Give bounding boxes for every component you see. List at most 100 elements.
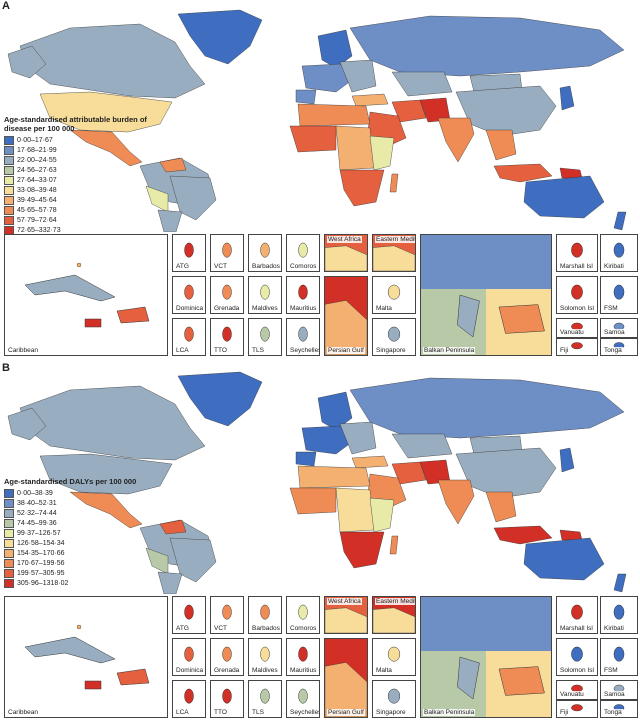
legend-item: 27·64–33·07: [4, 175, 174, 185]
legend-swatch: [4, 135, 14, 145]
inset-label: Marshall Isl: [559, 263, 594, 270]
region-japan: [559, 85, 575, 111]
region-brazil: [169, 537, 217, 583]
inset-label: Fiji: [559, 709, 570, 716]
legend-swatch: [4, 508, 14, 518]
legend-swatch: [4, 185, 14, 195]
inset-fsm: FSM: [600, 276, 638, 314]
region-png: [559, 167, 583, 179]
inset-kiribati: Kiribati: [600, 596, 638, 634]
legend-title: Age-standardised DALYs per 100 000: [4, 477, 137, 486]
region-australia: [523, 537, 605, 581]
region-se-asia: [485, 491, 517, 523]
inset-malta: Malta: [372, 638, 416, 676]
inset-label: Caribbean: [7, 709, 39, 716]
inset-label: Solomon Isl: [559, 305, 595, 312]
legend-label: 74·45–99·36: [17, 519, 57, 527]
legend-item: 0·00–17·67: [4, 135, 174, 145]
inset-persian-gulf: Persian Gulf: [324, 638, 368, 718]
inset-label: FSM: [603, 667, 619, 674]
region-eastern-europe: [339, 421, 377, 455]
inset-label: Tonga: [603, 347, 623, 354]
inset-balkan-peninsula: Balkan Peninsula: [420, 234, 552, 356]
region-madagascar: [389, 535, 399, 555]
legend-item: 24·56–27·63: [4, 165, 174, 175]
legend-label: 33·08–39·48: [17, 186, 57, 194]
legend-swatch: [4, 175, 14, 185]
inset-label: Grenada: [213, 305, 241, 312]
inset-label: Malta: [375, 305, 393, 312]
region-alaska: [7, 45, 47, 79]
inset-label: TLS: [251, 709, 265, 716]
region-greenland: [177, 371, 263, 427]
inset-west-africa: West Africa: [324, 596, 368, 634]
legend-label: 170·67–199·56: [17, 559, 65, 567]
inset-label: Singapore: [375, 347, 407, 354]
legend-swatch: [4, 195, 14, 205]
inset-grenada: Grenada: [210, 638, 244, 676]
inset-label: Balkan Peninsula: [423, 347, 476, 354]
inset-eastern-mediterranean: Eastern Mediterranean: [372, 234, 416, 272]
legend-item: 22·00–24·55: [4, 155, 174, 165]
legend-swatch: [4, 145, 14, 155]
inset-mauritius: Mauritius: [286, 276, 320, 314]
region-brazil: [169, 175, 217, 221]
inset-label: Maldives: [251, 667, 279, 674]
region-western-europe: [301, 425, 353, 455]
legend-swatch: [4, 518, 14, 528]
inset-dominica: Dominica: [172, 638, 206, 676]
inset-eastern-mediterranean: Eastern Mediterranean: [372, 596, 416, 634]
inset-label: Marshall Isl: [559, 625, 594, 632]
region-canada: [19, 385, 206, 461]
inset-maps: Caribbean ATG VCT Barbados Comoros West Afric…: [0, 234, 640, 356]
world-map: [7, 371, 627, 594]
inset-vanuatu: Vanuatu: [556, 680, 598, 700]
inset-comoros: Comoros: [286, 596, 320, 634]
legend-item: 199·57–305·95: [4, 568, 174, 578]
region-new-zealand: [613, 211, 627, 231]
region-west-africa: [289, 487, 337, 515]
inset-west-africa: West Africa: [324, 234, 368, 272]
inset-label: Persian Gulf: [327, 709, 365, 716]
region-se-asia: [485, 129, 517, 161]
legend-label: 154·35–170·66: [17, 549, 65, 557]
legend: Age-standardised DALYs per 100 000 0·00–…: [4, 477, 174, 588]
panel-letter: A: [2, 0, 10, 12]
legend-label: 199·57–305·95: [17, 569, 65, 577]
inset-label: Barbados: [251, 625, 281, 632]
inset-label: Grenada: [213, 667, 241, 674]
inset-singapore: Singapore: [372, 680, 416, 718]
region-iran: [391, 99, 427, 123]
region-png: [559, 529, 583, 541]
inset-label: Balkan Peninsula: [423, 709, 476, 716]
inset-seychelles: Seychelles: [286, 680, 320, 718]
region-kazakhstan: [391, 71, 453, 97]
inset-samoa: Samoa: [600, 318, 638, 338]
inset-maps: Caribbean ATG VCT Barbados Comoros West Afric…: [0, 596, 640, 718]
legend-label: 57·79–72·64: [17, 216, 57, 224]
world-map: [7, 9, 627, 232]
region-indonesia: [493, 163, 553, 183]
region-india: [437, 479, 475, 525]
region-usa: [39, 453, 173, 495]
inset-tls: TLS: [248, 680, 282, 718]
legend-swatch: [4, 558, 14, 568]
region-russia: [349, 377, 625, 439]
inset-persian-gulf: Persian Gulf: [324, 276, 368, 356]
region-southern-africa: [339, 531, 385, 569]
inset-lca: LCA: [172, 318, 206, 356]
region-north-africa: [297, 465, 371, 489]
inset-label: Seychelles: [289, 709, 319, 716]
region-north-africa: [297, 103, 371, 127]
inset-caribbean: Caribbean: [4, 234, 168, 356]
legend-item: 170·67–199·56: [4, 558, 174, 568]
inset-tto: TTO: [210, 680, 244, 718]
inset-label: Mauritius: [289, 305, 318, 312]
legend-label: 52·32–74·44: [17, 509, 57, 517]
legend-label: 0·00–38·39: [17, 489, 53, 497]
region-turkey: [351, 455, 389, 469]
inset-label: TTO: [213, 709, 228, 716]
inset-vct: VCT: [210, 596, 244, 634]
inset-atg: ATG: [172, 596, 206, 634]
legend-rows: 0·00–38·39 38·40–52·31 52·32–74·44 74·45–99…: [4, 488, 174, 588]
